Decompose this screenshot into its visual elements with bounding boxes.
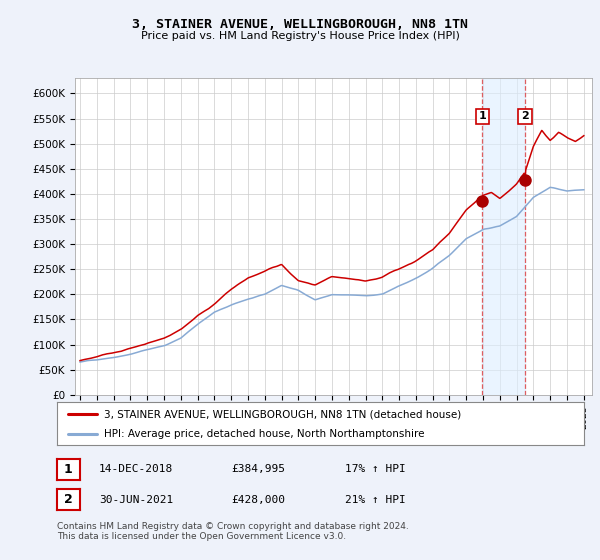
Text: 17% ↑ HPI: 17% ↑ HPI: [345, 464, 406, 474]
Text: £428,000: £428,000: [231, 494, 285, 505]
Text: 2: 2: [521, 111, 529, 122]
Text: Price paid vs. HM Land Registry's House Price Index (HPI): Price paid vs. HM Land Registry's House …: [140, 31, 460, 41]
Text: HPI: Average price, detached house, North Northamptonshire: HPI: Average price, detached house, Nort…: [104, 428, 425, 438]
Text: £384,995: £384,995: [231, 464, 285, 474]
Text: 14-DEC-2018: 14-DEC-2018: [99, 464, 173, 474]
Text: 3, STAINER AVENUE, WELLINGBOROUGH, NN8 1TN (detached house): 3, STAINER AVENUE, WELLINGBOROUGH, NN8 1…: [104, 409, 461, 419]
Text: 3, STAINER AVENUE, WELLINGBOROUGH, NN8 1TN: 3, STAINER AVENUE, WELLINGBOROUGH, NN8 1…: [132, 18, 468, 31]
Bar: [482, 78, 525, 395]
Text: Contains HM Land Registry data © Crown copyright and database right 2024.
This d: Contains HM Land Registry data © Crown c…: [57, 522, 409, 542]
Text: 1: 1: [479, 111, 486, 122]
Text: 1: 1: [64, 463, 73, 476]
Text: 2: 2: [64, 493, 73, 506]
Text: 21% ↑ HPI: 21% ↑ HPI: [345, 494, 406, 505]
Text: 30-JUN-2021: 30-JUN-2021: [99, 494, 173, 505]
